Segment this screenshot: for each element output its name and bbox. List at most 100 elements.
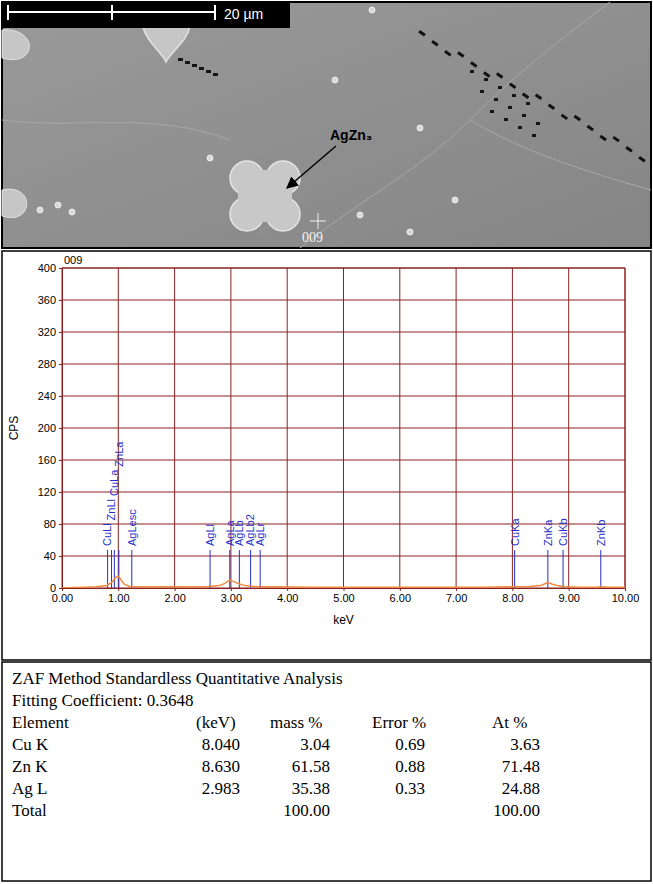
dot — [407, 229, 413, 235]
dot — [417, 125, 423, 131]
tick-label: 9.00 — [558, 592, 579, 604]
tick-mark — [59, 460, 62, 461]
dot — [69, 209, 75, 215]
tick-label: 200 — [38, 422, 56, 434]
tick: 3.00 — [221, 588, 242, 604]
pore — [470, 70, 474, 73]
table-cell: Total — [12, 801, 47, 820]
pore — [522, 114, 526, 117]
tick: 1.00 — [108, 588, 129, 604]
pore — [185, 61, 190, 64]
tick-label: 360 — [38, 294, 56, 306]
grid-line-x — [343, 268, 344, 588]
table-cell: 0.88 — [395, 757, 425, 776]
element-marker — [210, 550, 211, 588]
table-cell: 71.48 — [502, 757, 540, 776]
element-marker — [114, 550, 115, 588]
table-header: At % — [492, 713, 527, 732]
element-label: ZnLa — [113, 441, 125, 467]
tick-label: 6.00 — [390, 592, 411, 604]
particle-core — [238, 170, 292, 222]
agzn3-particle — [222, 153, 308, 239]
particle — [2, 30, 29, 60]
grid — [62, 268, 625, 588]
axis-line — [63, 589, 626, 592]
table-cell: 8.630 — [202, 757, 240, 776]
tick: 2.00 — [164, 588, 185, 604]
tick-mark — [59, 492, 62, 493]
tick: 7.00 — [446, 588, 467, 604]
tick-mark — [456, 588, 457, 591]
table-cell: 100.00 — [283, 801, 330, 820]
element-label: AgLr — [254, 522, 266, 546]
tick-mark — [59, 268, 62, 269]
tick: 320 — [38, 326, 62, 338]
element-label: CuKa — [509, 518, 521, 546]
tick-label: 10.00 — [612, 592, 640, 604]
pore — [457, 51, 464, 57]
grid-line-x — [456, 268, 457, 588]
element-label: AgLesc — [126, 509, 138, 546]
tick-mark — [59, 364, 62, 365]
table-header: mass % — [270, 713, 322, 732]
tick-label: 120 — [38, 486, 56, 498]
tick-mark — [62, 588, 63, 591]
pore — [484, 78, 488, 81]
pore — [418, 30, 425, 36]
pore — [213, 73, 218, 76]
pore — [536, 122, 540, 125]
tick: 160 — [38, 454, 62, 466]
table-cell: 3.04 — [300, 735, 330, 754]
x-axis: 0.001.002.003.004.005.006.007.008.009.00… — [52, 588, 639, 604]
element-marker — [229, 550, 230, 588]
dot — [37, 207, 43, 213]
particle-notch — [294, 189, 308, 203]
pore — [199, 67, 204, 70]
point-label: 009 — [302, 230, 323, 245]
tick-mark — [344, 588, 345, 591]
element-marker — [514, 550, 515, 588]
tick: 240 — [38, 390, 62, 402]
tick-label: 40 — [44, 550, 56, 562]
tick: 8.00 — [502, 588, 523, 604]
y-axis: 04080120160200240280320360400 — [38, 262, 63, 594]
pore — [178, 58, 183, 61]
tick-mark — [59, 428, 62, 429]
table-cell: 0.69 — [395, 735, 425, 754]
tick-mark — [59, 396, 62, 397]
grain-boundary — [470, 120, 651, 190]
tick-label: 400 — [38, 262, 56, 274]
tick-mark — [231, 588, 232, 591]
tick-mark — [287, 588, 288, 591]
pore — [431, 40, 438, 46]
element-marker — [250, 550, 251, 588]
table-cell: 8.040 — [202, 735, 240, 754]
crosshair — [310, 213, 326, 229]
spectrum-line — [62, 576, 625, 588]
tick-label: 280 — [38, 358, 56, 370]
pore — [518, 126, 522, 129]
grid-line-x — [399, 268, 400, 588]
pore — [490, 110, 494, 113]
tick-label: 160 — [38, 454, 56, 466]
pore — [526, 102, 530, 105]
phase-label: AgZn₃ — [330, 127, 372, 143]
tick: 0.00 — [52, 588, 73, 604]
tick: 400 — [38, 262, 62, 274]
pore — [206, 70, 211, 73]
pore — [470, 61, 477, 67]
pore — [612, 136, 619, 142]
pore — [561, 114, 568, 120]
element-label: CuKb — [557, 518, 569, 546]
particle-notch — [258, 225, 272, 239]
element-labels: CuLlZnLlCuLaZnLaAgLescAgLlAgLaAgLbAgLb2A… — [101, 441, 606, 546]
dot — [55, 202, 61, 208]
tick-label: 240 — [38, 390, 56, 402]
plot-data — [62, 550, 625, 588]
table-cell: 24.88 — [502, 779, 540, 798]
tick: 360 — [38, 294, 62, 306]
table-cell: 35.38 — [292, 779, 330, 798]
pore — [532, 134, 536, 137]
table-cell: 100.00 — [493, 801, 540, 820]
tick-label: 320 — [38, 326, 56, 338]
